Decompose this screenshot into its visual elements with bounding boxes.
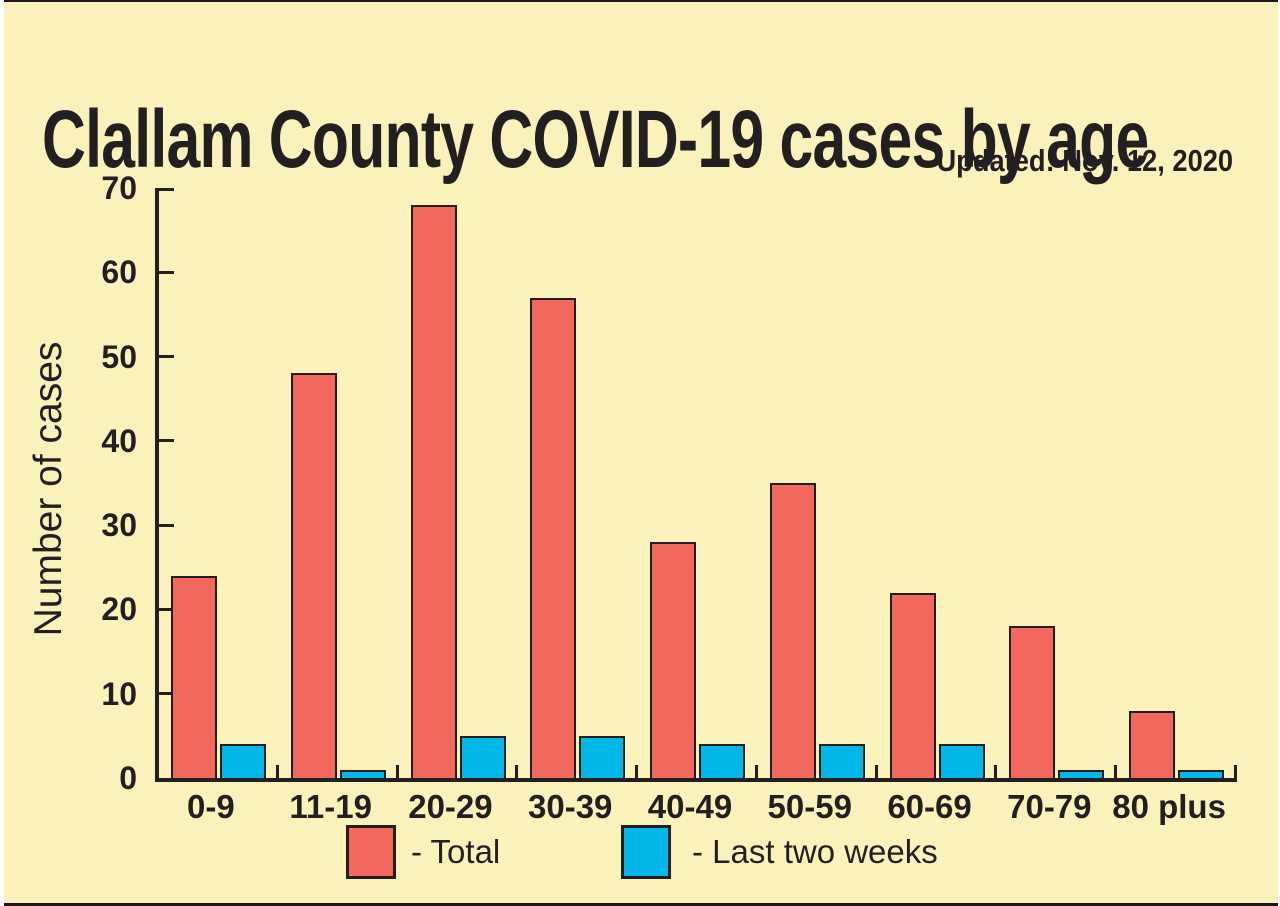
bar-last-two-weeks	[339, 769, 386, 778]
y-tick-label: 20	[101, 591, 137, 628]
bar-last-two-weeks	[220, 744, 266, 778]
x-axis-tick	[635, 765, 639, 778]
updated-date: Updated: Nov. 12, 2020	[936, 143, 1233, 178]
legend: - Total - Last two weeks	[4, 822, 1280, 882]
y-tick-label: 10	[101, 675, 137, 712]
legend-label-last-two-weeks: - Last two weeks	[692, 833, 938, 870]
x-tick-label: 70-79	[1007, 788, 1092, 825]
bar-total	[769, 483, 816, 778]
legend-label-total: - Total	[411, 833, 501, 870]
bar-total	[889, 592, 936, 778]
y-axis-line	[155, 188, 159, 782]
y-axis-tick	[159, 270, 174, 274]
x-tick-label: 30-39	[528, 788, 613, 825]
bar-total	[290, 373, 337, 778]
y-tick-label: 0	[119, 760, 137, 796]
x-tick-label: 11-19	[289, 788, 372, 825]
x-axis-tick	[1114, 765, 1118, 778]
bar-total	[1129, 710, 1176, 778]
y-axis-tick	[159, 188, 174, 191]
x-axis-tick	[515, 765, 519, 778]
y-tick-label: 70	[101, 170, 137, 206]
y-tick-label: 50	[101, 338, 137, 375]
y-axis-tick	[159, 692, 174, 696]
x-tick-label: 20-29	[408, 788, 493, 825]
chart-title: Clallam County COVID-19 cases by age	[42, 93, 1149, 185]
y-tick-label: 60	[101, 254, 137, 291]
y-tick-label: 40	[101, 422, 137, 459]
x-axis-tick	[754, 765, 758, 778]
y-axis-tick	[159, 439, 174, 443]
x-tick-label: 50-59	[767, 788, 852, 825]
x-tick-label: 60-69	[887, 788, 972, 825]
bar-total	[530, 297, 577, 778]
y-tick-label: 30	[101, 507, 137, 544]
bar-last-two-weeks	[938, 744, 985, 778]
x-tick-label: 80 plus	[1112, 788, 1226, 825]
x-axis-tick	[275, 765, 279, 778]
bar-total	[171, 575, 217, 778]
bar-last-two-weeks	[1058, 769, 1105, 778]
bar-total	[650, 542, 697, 778]
x-axis-line	[155, 778, 1237, 782]
bar-last-two-weeks	[699, 744, 746, 778]
y-axis-tick	[159, 607, 174, 611]
x-tick-label: 0-9	[187, 788, 235, 825]
legend-swatch-last-two-weeks	[621, 825, 671, 879]
bar-total	[1009, 626, 1056, 778]
bar-last-two-weeks	[818, 744, 865, 778]
bar-last-two-weeks	[459, 735, 506, 778]
x-axis-tick	[994, 765, 998, 778]
legend-swatch-total	[346, 825, 396, 879]
x-axis-tick	[1234, 765, 1237, 778]
bar-last-two-weeks	[579, 735, 626, 778]
plot-area: 0 10 20 30 40 50 60 70 0-9 11-19 20-29 30-39 40-49 50…	[101, 171, 1237, 825]
x-tick-label: 40-49	[647, 788, 733, 825]
bar-last-two-weeks	[1178, 769, 1225, 778]
x-axis-tick	[874, 765, 878, 778]
y-axis-tick	[159, 355, 174, 359]
y-axis-tick	[159, 523, 174, 527]
infographic-background: Clallam County COVID-19 cases by age Upd…	[4, 0, 1278, 906]
x-axis-tick	[395, 765, 399, 778]
bar-total	[410, 204, 457, 778]
